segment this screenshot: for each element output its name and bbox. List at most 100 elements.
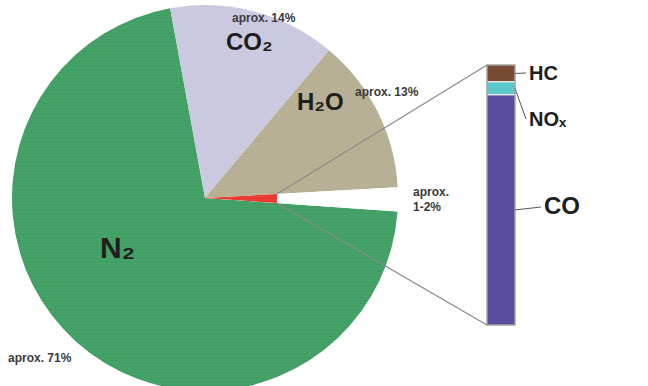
bar-segment bbox=[487, 65, 515, 82]
value-label: aprox.1-2% bbox=[413, 185, 449, 214]
texture-line bbox=[16, 236, 394, 237]
texture-line bbox=[78, 53, 333, 54]
texture-line bbox=[14, 224, 396, 225]
texture-line bbox=[22, 260, 388, 261]
bar-labels: HCNOₓCO bbox=[515, 62, 580, 219]
texture-line bbox=[58, 323, 352, 324]
texture-line bbox=[13, 218, 397, 219]
texture-line bbox=[171, 8, 239, 9]
texture-line bbox=[16, 161, 395, 162]
texture-line bbox=[21, 257, 389, 258]
texture bbox=[12, 5, 398, 386]
texture-line bbox=[90, 353, 320, 354]
texture-line bbox=[12, 188, 397, 189]
bar-segment bbox=[487, 82, 515, 95]
texture-line bbox=[49, 311, 362, 312]
texture-line bbox=[13, 212, 398, 213]
texture-line bbox=[60, 71, 351, 72]
texture-line bbox=[29, 278, 380, 279]
texture-line bbox=[26, 125, 383, 126]
texture-line bbox=[86, 350, 324, 351]
texture-line bbox=[79, 344, 331, 345]
value-label: aprox. 13% bbox=[355, 85, 419, 99]
texture-line bbox=[42, 302, 367, 303]
texture-line bbox=[25, 128, 385, 129]
bar-label: NOₓ bbox=[529, 108, 567, 130]
texture-line bbox=[81, 50, 329, 51]
texture-line bbox=[61, 326, 350, 327]
texture-line bbox=[18, 152, 393, 153]
texture-line bbox=[39, 296, 372, 297]
texture-line bbox=[20, 254, 389, 255]
texture-line bbox=[31, 281, 379, 282]
bar-group bbox=[487, 65, 515, 325]
texture-line bbox=[108, 365, 301, 366]
texture-line bbox=[15, 233, 395, 234]
texture-line bbox=[35, 290, 374, 291]
texture-line bbox=[18, 245, 392, 246]
texture-line bbox=[28, 275, 382, 276]
texture-line bbox=[75, 341, 334, 342]
texture-line bbox=[17, 155, 393, 156]
texture-line bbox=[32, 284, 378, 285]
texture-line bbox=[68, 62, 342, 63]
texture-line bbox=[12, 191, 398, 192]
bar-label: HC bbox=[529, 62, 558, 84]
texture-line bbox=[18, 149, 391, 150]
texture-line bbox=[85, 47, 325, 48]
texture-line bbox=[34, 287, 377, 288]
texture-line bbox=[20, 143, 390, 144]
texture-line bbox=[48, 86, 362, 87]
texture-line bbox=[44, 305, 365, 306]
texture-line bbox=[13, 215, 397, 216]
texture-line bbox=[15, 164, 395, 165]
texture-line bbox=[28, 122, 383, 123]
texture-line bbox=[17, 242, 393, 243]
texture-line bbox=[15, 230, 396, 231]
texture-line bbox=[150, 383, 260, 384]
texture-line bbox=[93, 41, 317, 42]
texture-line bbox=[24, 266, 385, 267]
texture-line bbox=[126, 374, 284, 375]
texture-line bbox=[19, 146, 391, 147]
texture-line bbox=[66, 332, 344, 333]
texture-line bbox=[55, 77, 356, 78]
texture-line bbox=[14, 227, 396, 228]
texture-line bbox=[12, 197, 398, 198]
slice-name: H₂O bbox=[297, 88, 344, 115]
texture-line bbox=[71, 59, 339, 60]
value-label-line: 1-2% bbox=[413, 200, 441, 214]
texture-line bbox=[24, 131, 386, 132]
texture-line bbox=[107, 32, 304, 33]
texture-line bbox=[12, 206, 398, 207]
texture-line bbox=[46, 308, 363, 309]
texture-line bbox=[13, 182, 398, 183]
texture-line bbox=[55, 320, 354, 321]
texture-line bbox=[65, 65, 345, 66]
texture-line bbox=[19, 251, 390, 252]
value-label: aprox. 71% bbox=[8, 351, 72, 365]
value-label-line: aprox. bbox=[413, 185, 449, 199]
slice-name: CO₂ bbox=[226, 28, 273, 55]
texture-line bbox=[23, 263, 386, 264]
texture-line bbox=[53, 317, 357, 318]
bar-segment bbox=[487, 95, 515, 325]
zoom-line bbox=[277, 65, 487, 194]
pie bbox=[12, 5, 398, 386]
texture-line bbox=[19, 248, 392, 249]
texture-line bbox=[37, 293, 373, 294]
texture-line bbox=[141, 380, 269, 381]
texture-line bbox=[13, 221, 396, 222]
texture-line bbox=[12, 185, 397, 186]
texture-line bbox=[99, 359, 312, 360]
texture-line bbox=[12, 209, 397, 210]
leader-line bbox=[515, 73, 526, 74]
texture-line bbox=[14, 170, 396, 171]
texture-line bbox=[30, 116, 379, 117]
texture-line bbox=[57, 74, 353, 75]
pie-slice bbox=[205, 194, 277, 203]
texture-line bbox=[51, 314, 359, 315]
texture-line bbox=[82, 347, 327, 348]
texture-line bbox=[21, 140, 389, 141]
value-label: aprox. 14% bbox=[232, 11, 296, 25]
